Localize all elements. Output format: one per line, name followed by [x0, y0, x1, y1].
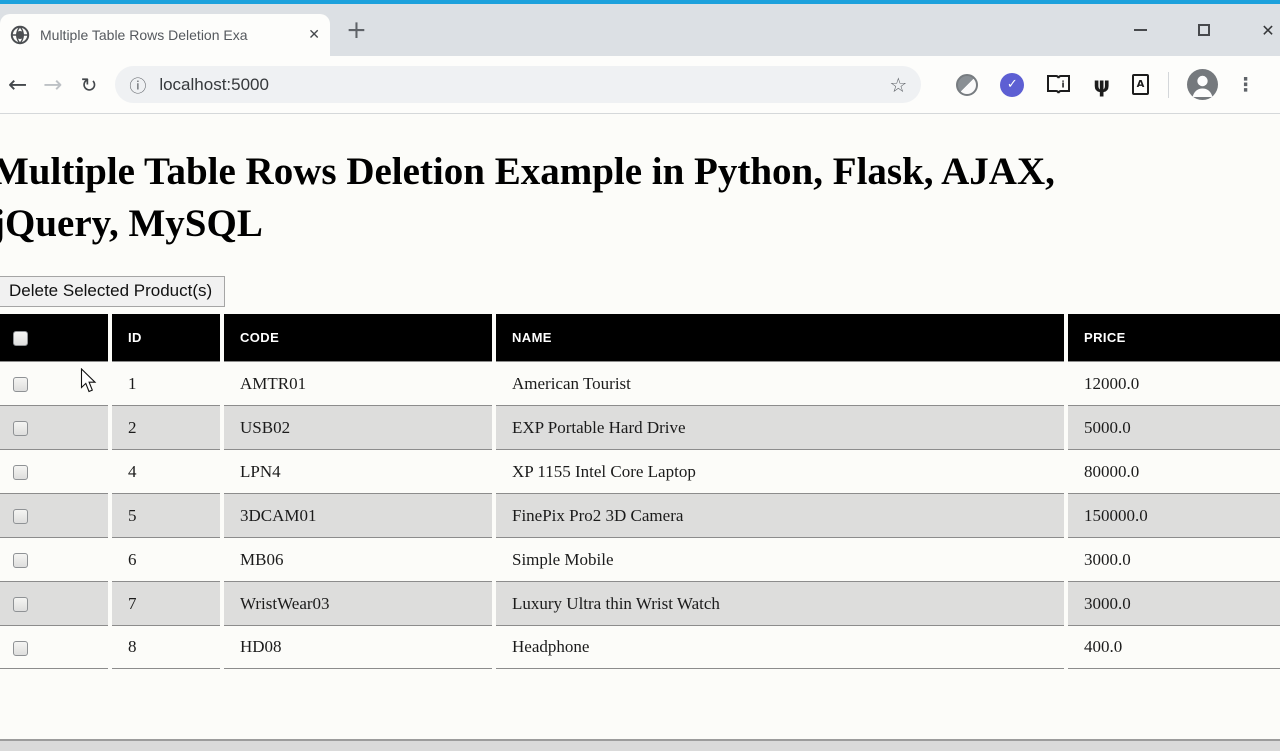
row-select-cell — [0, 405, 108, 449]
info-icon[interactable]: ⓘ — [129, 77, 147, 97]
row-checkbox[interactable] — [13, 465, 28, 481]
table-row: 4 LPN4 XP 1155 Intel Core Laptop 80000.0 — [0, 449, 1280, 493]
table-header-row: ID CODE NAME PRICE — [0, 314, 1280, 361]
table-row: 2 USB02 EXP Portable Hard Drive 5000.0 — [0, 405, 1280, 449]
browser-tab[interactable]: Multiple Table Rows Deletion Exa ✕ — [0, 14, 330, 56]
dark-mode-extension-icon[interactable] — [956, 73, 979, 96]
cell-price: 80000.0 — [1068, 449, 1280, 493]
close-icon: ✕ — [1261, 20, 1275, 40]
globe-favicon-icon — [10, 25, 30, 45]
bookmark-star-icon[interactable]: ☆ — [889, 72, 908, 97]
svg-text:i: i — [1062, 81, 1065, 91]
products-table: ID CODE NAME PRICE 1 AMTR01 American Tou… — [0, 314, 1280, 669]
web-page: Multiple Table Rows Deletion Example in … — [0, 146, 1280, 751]
column-header-id: ID — [112, 314, 220, 361]
cell-name: XP 1155 Intel Core Laptop — [496, 449, 1064, 493]
page-title-line1: Multiple Table Rows Deletion Example in … — [0, 150, 1055, 193]
trident-extension-icon[interactable]: ψ — [1093, 72, 1111, 97]
cell-code: 3DCAM01 — [224, 493, 492, 537]
page-title: Multiple Table Rows Deletion Example in … — [0, 146, 1280, 250]
maximize-button[interactable] — [1194, 20, 1214, 40]
cell-name: Simple Mobile — [496, 537, 1064, 581]
table-row: 5 3DCAM01 FinePix Pro2 3D Camera 150000.… — [0, 493, 1280, 537]
row-select-cell — [0, 537, 108, 581]
cell-name: EXP Portable Hard Drive — [496, 405, 1064, 449]
cell-name: American Tourist — [496, 361, 1064, 405]
tab-close-icon[interactable]: ✕ — [308, 27, 320, 43]
row-checkbox[interactable] — [13, 640, 28, 656]
person-icon — [1192, 75, 1213, 97]
cell-code: LPN4 — [224, 449, 492, 493]
row-select-cell — [0, 493, 108, 537]
column-header-name: NAME — [496, 314, 1064, 361]
window-controls: ✕ — [1086, 4, 1278, 56]
profile-avatar[interactable] — [1187, 69, 1219, 100]
close-button[interactable]: ✕ — [1258, 20, 1278, 40]
maximize-icon — [1198, 24, 1210, 36]
row-checkbox[interactable] — [13, 377, 28, 393]
url-text: localhost:5000 — [159, 74, 269, 94]
tab-title: Multiple Table Rows Deletion Exa — [40, 27, 248, 43]
cell-price: 400.0 — [1068, 625, 1280, 669]
tab-bar: Multiple Table Rows Deletion Exa ✕ + ✕ — [0, 4, 1280, 56]
minimize-icon — [1133, 29, 1147, 31]
verified-check-extension-icon[interactable]: ✓ — [1000, 72, 1025, 97]
window-accent-strip — [0, 0, 1280, 4]
cell-code: MB06 — [224, 537, 492, 581]
table-row: 7 WristWear03 Luxury Ultra thin Wrist Wa… — [0, 581, 1280, 625]
back-icon[interactable]: ← — [8, 71, 28, 98]
new-tab-button[interactable]: + — [346, 15, 367, 44]
row-select-cell — [0, 625, 108, 669]
cell-code: WristWear03 — [224, 581, 492, 625]
row-checkbox[interactable] — [13, 553, 28, 569]
table-row: 8 HD08 Headphone 400.0 — [0, 625, 1280, 669]
row-select-cell — [0, 581, 108, 625]
document-a-extension-icon[interactable]: A — [1132, 74, 1150, 95]
page-title-line2: jQuery, MySQL — [0, 202, 263, 245]
row-checkbox[interactable] — [13, 597, 28, 613]
select-all-header-cell — [0, 314, 108, 361]
cell-id: 7 — [112, 581, 220, 625]
extensions-area: ✓ i ψ A — [945, 72, 1160, 97]
row-checkbox[interactable] — [13, 509, 28, 525]
cell-id: 6 — [112, 537, 220, 581]
reload-icon[interactable]: ↻ — [80, 72, 98, 97]
row-checkbox[interactable] — [13, 421, 28, 437]
cell-id: 4 — [112, 449, 220, 493]
browser-toolbar: ← → ↻ ⓘ localhost:5000 ☆ ✓ i ψ A ⋮ — [0, 56, 1280, 114]
minimize-button[interactable] — [1130, 20, 1150, 40]
cell-price: 3000.0 — [1068, 581, 1280, 625]
address-bar[interactable]: ⓘ localhost:5000 ☆ — [115, 66, 922, 103]
column-header-price: PRICE — [1068, 314, 1280, 361]
cell-id: 1 — [112, 361, 220, 405]
column-header-code: CODE — [224, 314, 492, 361]
cell-price: 12000.0 — [1068, 361, 1280, 405]
cell-name: FinePix Pro2 3D Camera — [496, 493, 1064, 537]
cell-id: 5 — [112, 493, 220, 537]
select-all-checkbox[interactable] — [13, 330, 28, 346]
forward-icon[interactable]: → — [43, 71, 63, 98]
cell-code: HD08 — [224, 625, 492, 669]
row-select-cell — [0, 449, 108, 493]
delete-selected-button[interactable]: Delete Selected Product(s) — [0, 276, 226, 307]
taskbar-edge — [0, 739, 1280, 751]
product-table-body: 1 AMTR01 American Tourist 12000.0 2 USB0… — [0, 361, 1280, 669]
cell-price: 5000.0 — [1068, 405, 1280, 449]
cell-code: USB02 — [224, 405, 492, 449]
cell-code: AMTR01 — [224, 361, 492, 405]
browser-menu-icon[interactable]: ⋮ — [1236, 73, 1256, 96]
toolbar-divider — [1168, 71, 1170, 98]
row-select-cell — [0, 361, 108, 405]
table-row: 6 MB06 Simple Mobile 3000.0 — [0, 537, 1280, 581]
dictionary-book-extension-icon[interactable]: i — [1046, 74, 1071, 95]
cell-id: 8 — [112, 625, 220, 669]
cell-id: 2 — [112, 405, 220, 449]
cell-price: 3000.0 — [1068, 537, 1280, 581]
cell-name: Headphone — [496, 625, 1064, 669]
table-row: 1 AMTR01 American Tourist 12000.0 — [0, 361, 1280, 405]
cell-price: 150000.0 — [1068, 493, 1280, 537]
cell-name: Luxury Ultra thin Wrist Watch — [496, 581, 1064, 625]
